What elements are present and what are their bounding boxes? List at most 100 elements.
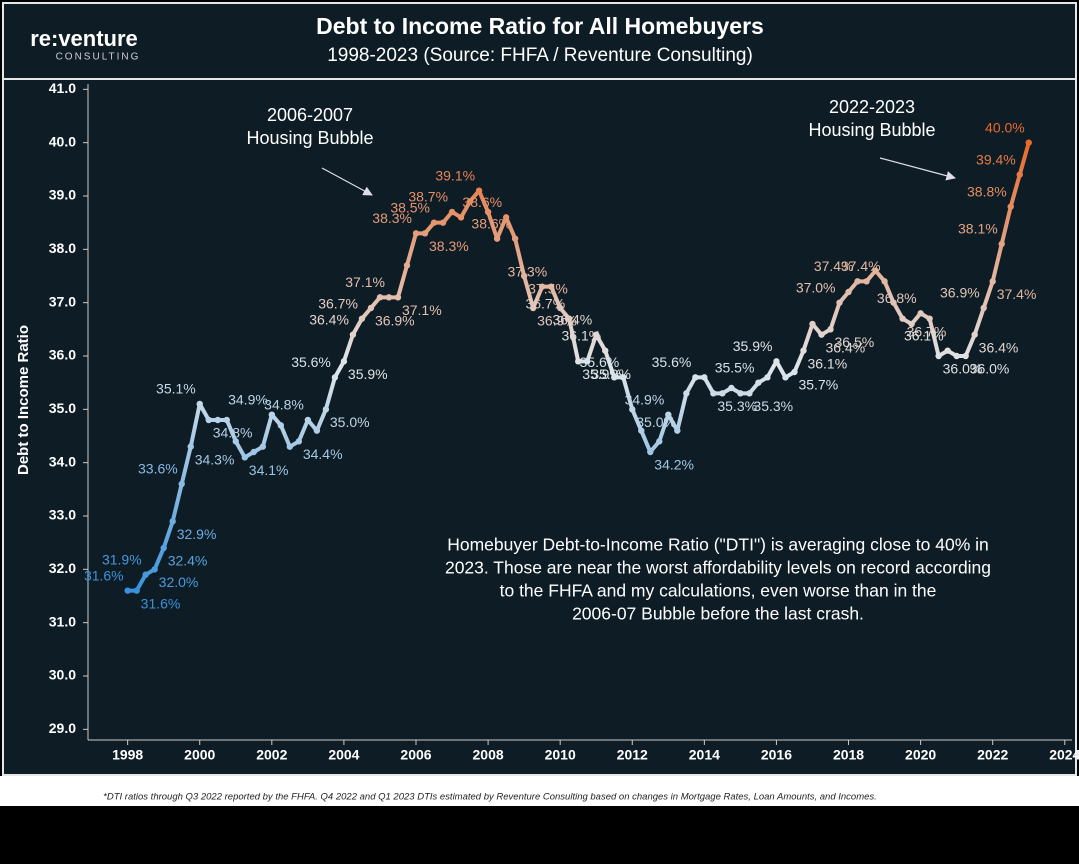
data-label: 35.6% — [652, 354, 692, 370]
data-label: 38.3% — [372, 210, 412, 226]
data-point — [971, 331, 978, 338]
data-point — [989, 278, 996, 285]
y-tick-label: 29.0 — [49, 720, 76, 736]
data-point — [367, 304, 375, 312]
data-point — [953, 352, 960, 360]
annotation-arrow — [879, 157, 956, 181]
note-line: to the FHFA and my calculations, even wo… — [500, 581, 937, 601]
data-point — [241, 454, 248, 461]
data-point — [656, 438, 663, 445]
data-point — [683, 390, 690, 397]
data-point — [556, 304, 564, 312]
data-point — [538, 283, 546, 290]
data-label: 36.4% — [825, 339, 865, 355]
data-label: 35.3% — [753, 398, 793, 414]
data-point — [746, 390, 753, 397]
data-point — [998, 240, 1005, 248]
data-point — [818, 331, 825, 338]
annotation-arrow — [321, 167, 373, 196]
data-point — [502, 214, 510, 221]
data-point — [845, 288, 852, 296]
data-label: 38.3% — [429, 238, 469, 254]
data-point — [611, 374, 618, 381]
data-point — [214, 416, 221, 424]
data-point — [755, 379, 762, 386]
data-label: 36.4% — [309, 311, 349, 327]
data-label: 32.4% — [168, 553, 208, 569]
data-point — [223, 416, 230, 424]
y-axis-label: Debt to Income Ratio — [15, 325, 32, 475]
data-point — [151, 566, 158, 573]
data-label: 35.0% — [330, 414, 370, 430]
data-label: 31.6% — [141, 595, 181, 611]
data-point — [899, 315, 906, 322]
data-label: 38.8% — [967, 183, 1007, 199]
data-point — [196, 400, 203, 408]
data-point — [232, 438, 239, 445]
data-point — [584, 358, 591, 365]
data-point — [475, 187, 483, 194]
data-point — [340, 358, 348, 365]
data-point — [313, 427, 321, 434]
data-point — [872, 267, 879, 274]
data-label: 39.4% — [976, 151, 1016, 167]
data-point — [1007, 203, 1014, 210]
data-label: 38.5% — [390, 199, 430, 215]
data-point — [565, 315, 573, 322]
data-label: 37.5% — [528, 281, 568, 297]
data-label: 35.5% — [715, 359, 755, 375]
data-label: 34.8% — [213, 425, 253, 441]
data-point — [187, 443, 194, 450]
note-line: Homebuyer Debt-to-Income Ratio ("DTI") i… — [447, 535, 989, 555]
data-point — [917, 310, 924, 317]
x-tick-label: 2014 — [689, 747, 720, 763]
data-label: 35.7% — [798, 377, 838, 393]
footnote-band — [0, 776, 1079, 806]
annotation: 2006-2007 — [267, 105, 353, 125]
data-point — [142, 571, 149, 578]
x-tick-label: 2006 — [400, 747, 431, 763]
data-point — [1025, 139, 1032, 146]
data-label: 37.1% — [345, 274, 385, 290]
x-tick-label: 1998 — [112, 747, 143, 763]
data-point — [701, 374, 708, 381]
data-label: 39.1% — [435, 167, 475, 183]
data-point — [665, 411, 672, 418]
data-point — [331, 374, 339, 381]
y-tick-label: 39.0 — [49, 187, 76, 203]
data-label: 33.6% — [138, 461, 178, 477]
y-tick-label: 33.0 — [49, 507, 76, 523]
data-point — [791, 368, 798, 376]
data-point — [259, 443, 267, 450]
y-tick-label: 34.0 — [49, 453, 76, 469]
data-label: 36.1% — [562, 327, 602, 343]
data-point — [629, 406, 636, 413]
chart-subtitle: 1998-2023 (Source: FHFA / Reventure Cons… — [327, 45, 753, 66]
data-point — [493, 235, 501, 242]
data-label: 38.1% — [958, 221, 998, 237]
data-point — [358, 315, 366, 322]
data-point — [547, 283, 555, 290]
y-tick-label: 40.0 — [49, 133, 76, 149]
y-tick-label: 31.0 — [49, 613, 76, 629]
data-point — [511, 235, 519, 242]
data-point — [638, 427, 645, 434]
data-point — [728, 384, 735, 392]
data-point — [980, 304, 987, 312]
data-point — [854, 278, 861, 285]
data-point — [286, 443, 294, 450]
data-point — [800, 347, 807, 354]
note-line: 2023. Those are near the worst affordabi… — [445, 558, 991, 578]
data-point — [169, 518, 176, 525]
data-point — [881, 278, 888, 285]
data-label: 35.0% — [636, 414, 676, 430]
data-point — [295, 438, 303, 445]
data-point — [809, 320, 816, 328]
data-point — [737, 390, 744, 397]
data-point — [304, 416, 312, 424]
annotation: Housing Bubble — [246, 128, 373, 148]
data-label: 34.8% — [264, 397, 304, 413]
y-tick-label: 36.0 — [49, 347, 76, 363]
data-label: 36.1% — [807, 355, 847, 371]
